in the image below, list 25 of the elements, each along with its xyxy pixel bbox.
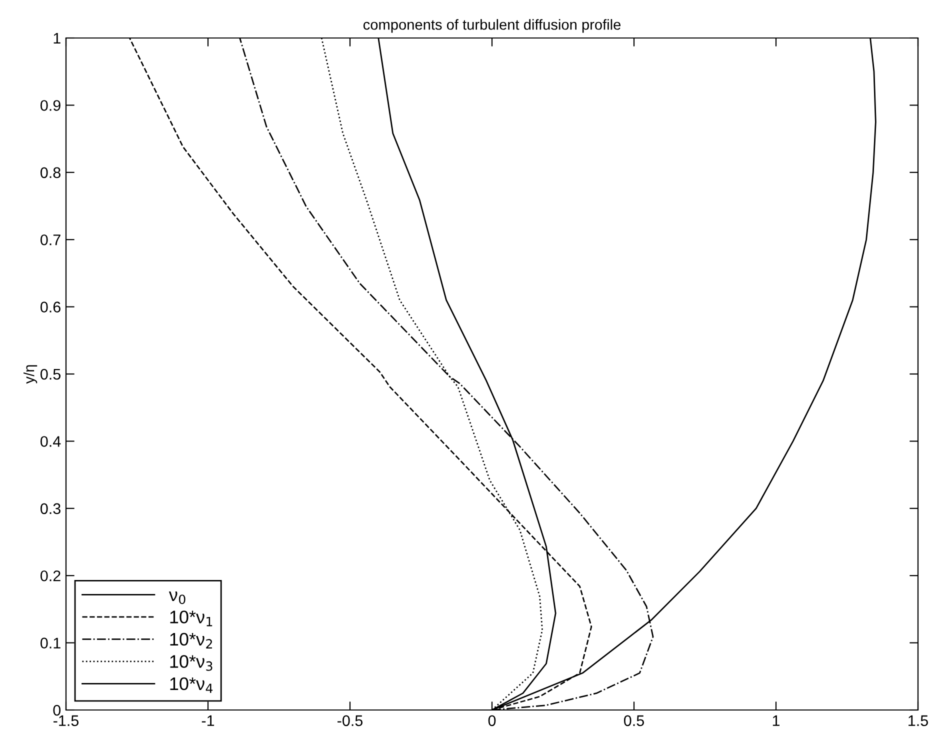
y-tick-label: 0 xyxy=(53,704,61,716)
y-tick-label: 0.9 xyxy=(40,100,60,111)
x-tick-label: 1 xyxy=(772,715,780,726)
y-tick-label: 0.6 xyxy=(40,302,60,312)
x-tick-label: -1.5 xyxy=(54,715,79,726)
chart-title: components of turbulent diffusion profile xyxy=(363,19,621,33)
y-axis-title: y/η xyxy=(24,365,38,384)
y-tick-label: 1 xyxy=(54,33,60,44)
x-tick-label: -0.5 xyxy=(338,715,363,726)
x-tick-label: -1 xyxy=(202,715,214,726)
legend-label: 10*ν$_{4}$ xyxy=(170,677,213,693)
y-tick-label: 0.7 xyxy=(40,234,60,246)
legend-label: 10*ν$_{1}$ xyxy=(170,610,212,626)
y-tick-label: 0.2 xyxy=(40,570,60,582)
y-tick-label: 0.3 xyxy=(40,503,60,514)
y-tick-label: 0.1 xyxy=(40,638,60,648)
legend-label: 10*ν$_{2}$ xyxy=(170,632,212,648)
x-tick-label: 0 xyxy=(488,715,496,726)
x-tick-label: 0.5 xyxy=(624,715,644,726)
y-tick-label: 0.4 xyxy=(40,436,61,447)
legend-label: ν$_{0}$ xyxy=(168,591,186,604)
legend-label: 10*ν$_{3}$ xyxy=(170,655,212,671)
y-tick-label: 0.5 xyxy=(40,368,60,380)
y-tick-label: 0.8 xyxy=(40,167,60,178)
x-tick-label: 1.5 xyxy=(908,715,928,726)
